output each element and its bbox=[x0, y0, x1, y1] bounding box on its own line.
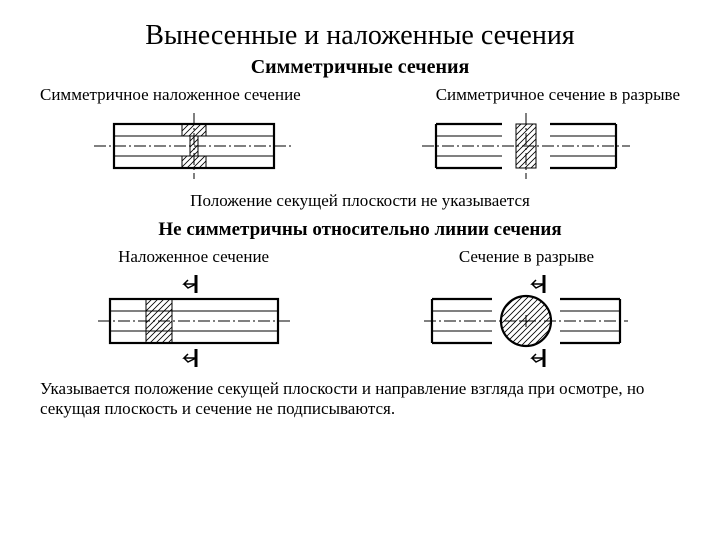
bottom-note: Указывается положение секущей плоскости … bbox=[40, 379, 680, 419]
diagram-overlay-symmetric bbox=[84, 109, 304, 183]
bot-left-label: Наложенное сечение bbox=[40, 247, 347, 267]
bot-right-col: Сечение в разрыве bbox=[373, 247, 680, 371]
top-right-label: Симметричное сечение в разрыве bbox=[373, 85, 680, 105]
asym-title: Не симметричны относительно линии сечени… bbox=[40, 219, 680, 241]
diagram-break-symmetric bbox=[416, 109, 636, 183]
bottom-row: Наложенное сечение Сечение в разрыве bbox=[40, 247, 680, 371]
diagram-break-asymmetric bbox=[416, 271, 636, 371]
bot-right-label: Сечение в разрыве bbox=[373, 247, 680, 267]
top-left-col: Симметричное наложенное сечение bbox=[40, 85, 347, 183]
top-right-col: Симметричное сечение в разрыве bbox=[373, 85, 680, 183]
top-left-label: Симметричное наложенное сечение bbox=[40, 85, 347, 105]
mid-note: Положение секущей плоскости не указывает… bbox=[40, 191, 680, 211]
bot-left-col: Наложенное сечение bbox=[40, 247, 347, 371]
top-row: Симметричное наложенное сечение Симметри… bbox=[40, 85, 680, 183]
page-title: Вынесенные и наложенные сечения bbox=[40, 20, 680, 52]
diagram-overlay-asymmetric bbox=[84, 271, 304, 371]
subtitle: Симметричные сечения bbox=[40, 56, 680, 79]
